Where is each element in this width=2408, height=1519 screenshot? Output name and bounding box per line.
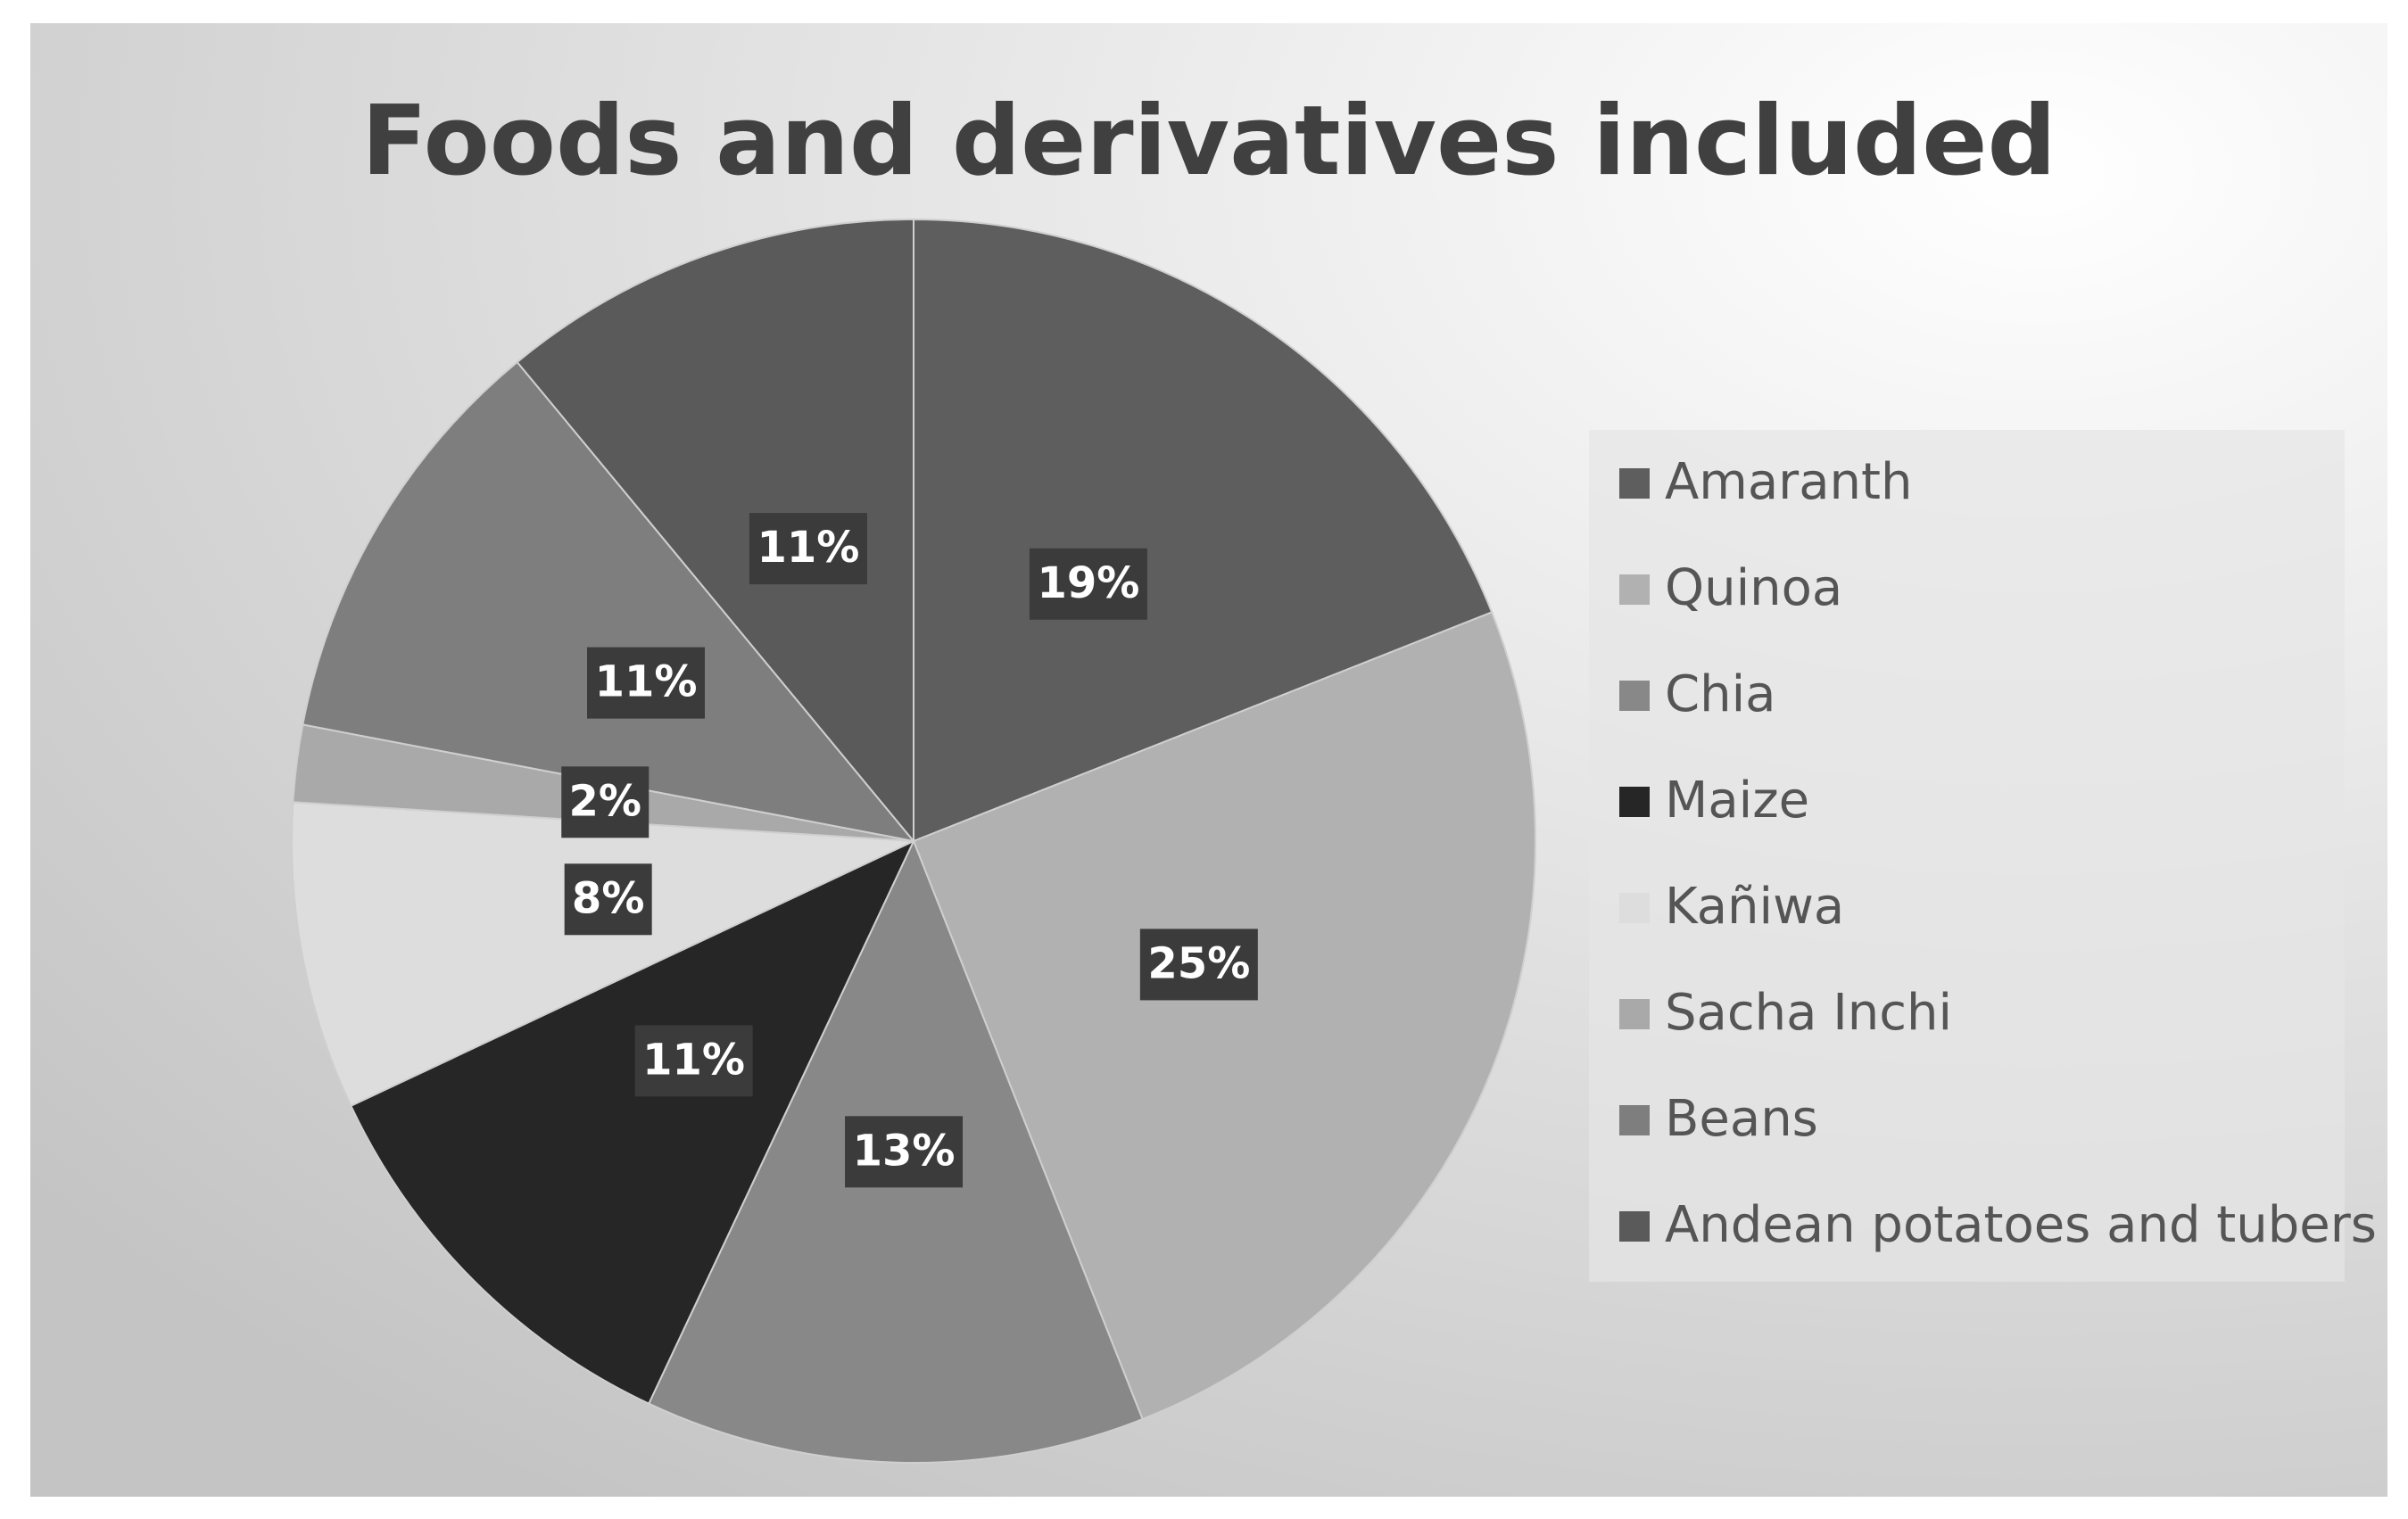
legend-label: Quinoa (1665, 559, 1842, 617)
data-label: 11% (757, 523, 860, 573)
data-label: 2% (568, 776, 641, 826)
data-label-box (1029, 548, 1147, 620)
pie-slice (350, 838, 916, 1405)
data-label: 13% (853, 1126, 956, 1176)
data-label-box (564, 863, 652, 936)
data-label-box (561, 766, 650, 838)
legend-marker (1619, 1105, 1650, 1135)
legend-marker (1619, 574, 1650, 605)
data-label: 11% (642, 1035, 745, 1085)
data-label-box (1139, 929, 1258, 1001)
legend-label: Chia (1665, 665, 1775, 723)
data-label-box (845, 1116, 964, 1188)
pie-slice (913, 218, 1494, 843)
legend-marker (1619, 893, 1650, 923)
legend-marker (1619, 681, 1650, 711)
pie-slice (302, 360, 916, 843)
legend-label: Amaranth (1665, 453, 1912, 511)
legend-box (1589, 430, 2345, 1282)
legend-marker (1619, 999, 1650, 1029)
data-label: 8% (572, 873, 645, 923)
legend-label: Kañiwa (1665, 878, 1844, 936)
chart-title: Foods and derivatives included (361, 86, 2056, 197)
legend-marker (1619, 1211, 1650, 1242)
legend-marker (1619, 787, 1650, 817)
legend-label: Beans (1665, 1090, 1818, 1148)
data-label: 11% (595, 657, 698, 707)
legend-marker (1619, 468, 1650, 499)
data-label-box (749, 513, 867, 585)
pie-slice (912, 611, 1536, 1421)
pie-slice (290, 801, 914, 1108)
legend-label: Sacha Inchi (1665, 984, 1952, 1042)
data-label: 25% (1147, 938, 1250, 988)
data-label: 19% (1037, 558, 1139, 608)
data-label-box (634, 1025, 753, 1097)
data-label-box (587, 647, 706, 719)
legend-label: Andean potatoes and tubers (1665, 1196, 2377, 1254)
pie-slice (516, 218, 914, 844)
legend-label: Maize (1665, 772, 1809, 830)
